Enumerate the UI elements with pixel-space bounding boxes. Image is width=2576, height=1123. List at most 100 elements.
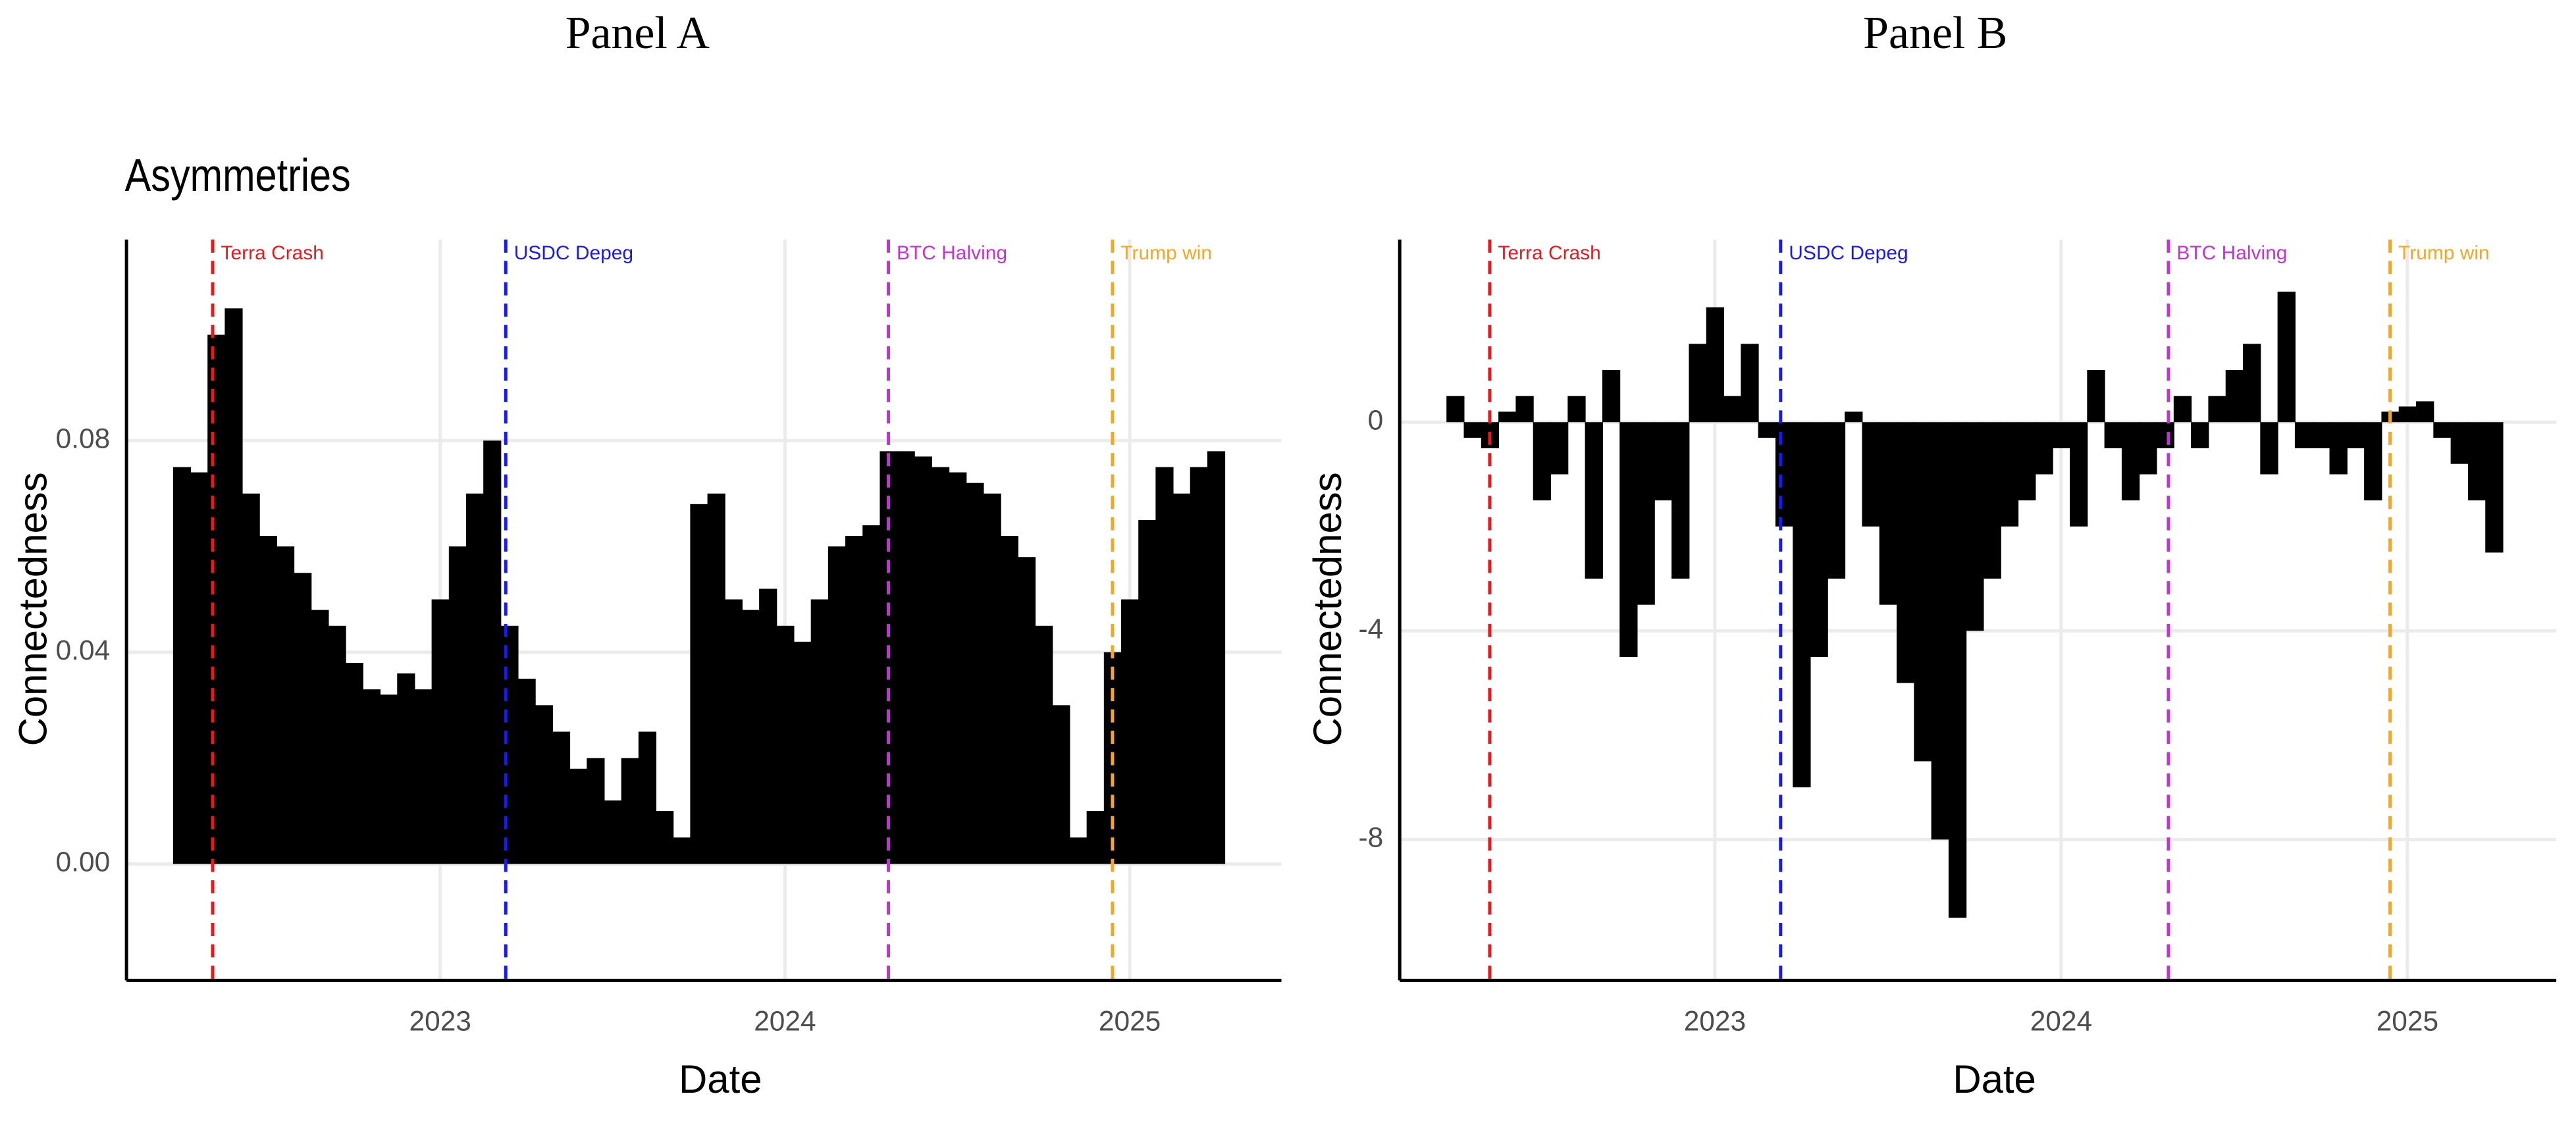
area-segment	[1190, 467, 1208, 864]
area-segment	[1619, 422, 1638, 657]
area-segment	[517, 679, 536, 864]
area-segment	[259, 536, 277, 864]
area-segment	[2398, 406, 2417, 423]
y-tick-label: 0.08	[56, 423, 111, 454]
area-segment	[1567, 396, 1586, 423]
area-segment	[1121, 599, 1140, 864]
area-segment	[983, 493, 1001, 864]
area-segment	[2035, 422, 2053, 475]
area-segment	[1498, 411, 1517, 423]
event-label: Terra Crash	[221, 242, 324, 264]
area-segment	[1585, 422, 1603, 579]
area-segment	[311, 610, 329, 864]
area-segment	[2294, 422, 2313, 448]
event-label: USDC Depeg	[514, 242, 633, 264]
event-label: Trump win	[2398, 242, 2490, 264]
area-segment	[345, 663, 363, 864]
area-segment	[1207, 451, 1226, 864]
area-segment	[1052, 705, 1070, 864]
area-segment	[1931, 422, 1949, 840]
area-segment	[2070, 422, 2088, 527]
area-segment	[1723, 396, 1742, 423]
area-segment	[224, 308, 243, 864]
area-segment	[707, 493, 725, 864]
area-segment	[587, 758, 605, 864]
area-segment	[776, 625, 795, 864]
area-segment	[328, 625, 346, 864]
area-segment	[931, 467, 950, 864]
area-segment	[207, 334, 226, 864]
area-segment	[1671, 422, 1690, 579]
area-segment	[172, 467, 192, 864]
area-segment	[431, 599, 450, 864]
area-segment	[2312, 422, 2330, 448]
area-segment	[2346, 422, 2365, 448]
x-tick-label: 2023	[1684, 1005, 1746, 1036]
area-segment	[1138, 519, 1157, 864]
area-segment	[2052, 422, 2071, 448]
area-segment	[2450, 422, 2469, 464]
area-segment	[1793, 422, 1811, 788]
area-segment	[2121, 422, 2140, 501]
area-segment	[1550, 422, 1569, 475]
area-segment	[2416, 401, 2434, 423]
area-segment	[1845, 411, 1863, 423]
x-axis-title: Date	[1953, 1057, 2036, 1101]
area-segment	[2191, 422, 2209, 448]
event-label: Terra Crash	[1498, 242, 1600, 264]
area-segment	[1017, 557, 1036, 864]
area-segment	[656, 811, 674, 864]
area-segment	[1758, 422, 1776, 438]
area-segment	[897, 451, 915, 864]
y-axis-title: Connectedness	[1305, 472, 1350, 746]
area-segment	[1035, 625, 1053, 864]
y-tick-label: -8	[1359, 822, 1384, 853]
area-segment	[2000, 422, 2019, 527]
x-tick-label: 2024	[754, 1005, 816, 1036]
area-segment	[828, 546, 847, 864]
area-segment	[690, 504, 708, 864]
area-segment	[1810, 422, 1828, 657]
area-segment	[2364, 422, 2382, 501]
area-segment	[1914, 422, 1932, 762]
area-segment	[380, 694, 398, 864]
y-tick-label: 0.04	[56, 635, 111, 666]
area-segment	[2467, 422, 2486, 501]
x-tick-label: 2025	[1099, 1005, 1161, 1036]
area-segment	[448, 546, 467, 864]
area-segment	[862, 525, 881, 864]
area-segment	[1000, 536, 1018, 864]
area-segment	[2208, 396, 2226, 423]
area-segment	[397, 673, 415, 864]
event-label: BTC Halving	[897, 242, 1007, 264]
area-segment	[949, 472, 967, 864]
area-segment	[1602, 370, 1621, 423]
area-segment	[1446, 396, 1465, 423]
area-segment	[552, 731, 571, 864]
area-segment	[1086, 811, 1105, 864]
area-segment	[190, 472, 209, 864]
area-segment	[2433, 422, 2452, 438]
area-segment	[1966, 422, 1984, 631]
area-segment	[1654, 422, 1673, 501]
area-segment	[2139, 422, 2157, 475]
area-segment	[966, 483, 984, 864]
panel-label: Panel B	[1863, 8, 2007, 59]
x-axis-title: Date	[679, 1057, 762, 1101]
area-segment	[1983, 422, 2001, 579]
area-segment	[2156, 422, 2174, 448]
area-segment	[2277, 292, 2296, 423]
area-segment	[604, 800, 622, 864]
area-segment	[621, 758, 639, 864]
area-segment	[1155, 467, 1174, 864]
y-tick-label: 0	[1368, 404, 1384, 435]
area-segment	[673, 837, 691, 864]
area-segment	[2260, 422, 2278, 475]
area-segment	[2173, 396, 2192, 423]
area-segment	[2018, 422, 2036, 501]
area-segment	[741, 610, 760, 864]
area-segment	[2087, 370, 2105, 423]
area-segment	[1172, 493, 1191, 864]
area-segment	[2329, 422, 2348, 475]
